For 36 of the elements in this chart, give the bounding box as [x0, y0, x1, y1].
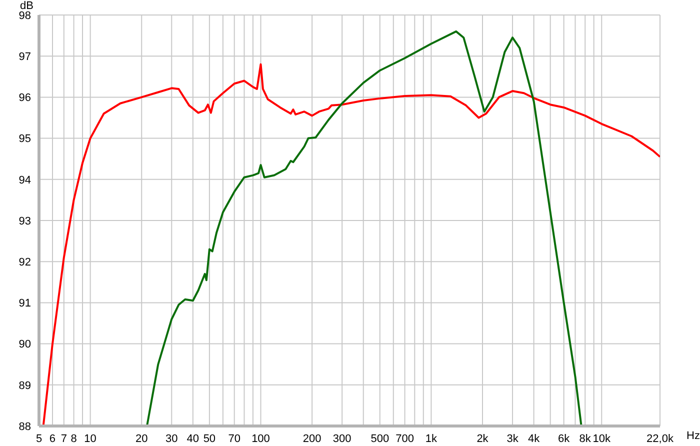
x-tick-label: 70 [228, 432, 240, 445]
x-tick-label: 30 [166, 432, 178, 445]
x-tick-label: 5 [36, 432, 42, 445]
x-tick-label: 1k [425, 432, 438, 445]
y-tick-label: 97 [18, 51, 31, 64]
y-tick-label: 91 [18, 298, 31, 310]
y-tick-label: 93 [18, 215, 31, 228]
x-tick-label: 500 [370, 432, 390, 445]
x-tick-label: 7 [60, 432, 67, 445]
y-tick-label: 98 [18, 10, 31, 22]
y-tick-label: 88 [18, 420, 31, 433]
x-tick-label: 10k [592, 432, 611, 445]
x-tick-label: 8 [70, 432, 77, 445]
y-tick-label: 94 [18, 174, 31, 186]
x-tick-label: 40 [186, 432, 200, 445]
x-tick-label: 10 [84, 432, 96, 445]
y-axis-title: dB [20, 0, 34, 12]
x-tick-label: 700 [396, 432, 414, 445]
x-tick-label: 4k [528, 432, 540, 445]
x-tick-label: 50 [203, 432, 216, 445]
y-tick-label: 95 [18, 133, 31, 146]
x-tick-label: 200 [302, 432, 322, 445]
y-tick-label: 92 [18, 256, 31, 269]
x-tick-label: 22,0k [646, 432, 674, 445]
x-tick-label: 100 [252, 432, 270, 445]
x-tick-label: 3k [506, 432, 519, 445]
y-tick-label: 90 [18, 338, 31, 351]
x-tick-label: 2k [476, 432, 489, 445]
y-tick-label: 96 [18, 92, 31, 104]
x-tick-label: 6 [49, 432, 56, 445]
y-tick-label: 89 [18, 380, 31, 392]
x-tick-label: 8k [579, 432, 592, 445]
x-tick-label: 20 [135, 432, 148, 445]
x-tick-label: 6k [558, 432, 570, 445]
x-axis-title: Hz [686, 430, 700, 442]
x-tick-label: 300 [332, 432, 352, 445]
